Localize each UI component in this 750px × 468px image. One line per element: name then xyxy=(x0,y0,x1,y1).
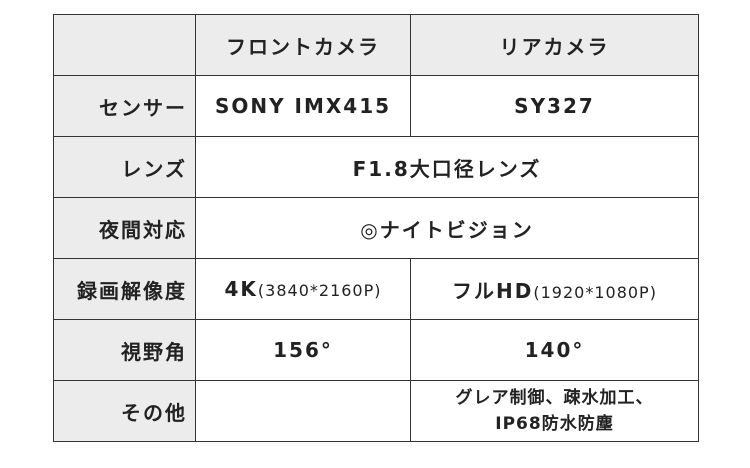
resolution-detail: (1920*1080P) xyxy=(533,282,657,302)
cell xyxy=(195,380,411,442)
cell-line: IP68防水防塵 xyxy=(495,414,614,434)
row: 視野角 156° 140° xyxy=(53,319,699,381)
row: レンズ F1.8大口径レンズ xyxy=(53,136,699,198)
header-cell: フロントカメラ xyxy=(195,14,411,76)
cell-line: グレア制御、疎水加工、 xyxy=(455,388,654,408)
row-label: センサー xyxy=(53,75,196,137)
row: その他 グレア制御、疎水加工、 IP68防水防塵 xyxy=(53,380,699,442)
cell: 4K(3840*2160P) xyxy=(195,258,411,320)
row-label: 録画解像度 xyxy=(53,258,196,320)
cell: ◎ナイトビジョン xyxy=(195,197,699,259)
cell: フルHD(1920*1080P) xyxy=(410,258,699,320)
header-cell: リアカメラ xyxy=(410,14,699,76)
cell: 140° xyxy=(410,319,699,381)
spec-table: フロントカメラ リアカメラ センサー SONY IMX415 SY327 レンズ… xyxy=(53,14,699,442)
corner-cell xyxy=(53,14,196,76)
row: センサー SONY IMX415 SY327 xyxy=(53,75,699,137)
row-label: 視野角 xyxy=(53,319,196,381)
cell: SONY IMX415 xyxy=(195,75,411,137)
resolution-detail: (3840*2160P) xyxy=(257,281,382,300)
row-label: その他 xyxy=(53,380,196,442)
row: 録画解像度 4K(3840*2160P) フルHD(1920*1080P) xyxy=(53,258,699,320)
row-label: 夜間対応 xyxy=(53,197,196,259)
header-row: フロントカメラ リアカメラ xyxy=(53,14,699,76)
cell: SY327 xyxy=(410,75,699,137)
cell: F1.8大口径レンズ xyxy=(195,136,699,198)
resolution: フルHD xyxy=(452,278,534,303)
row-label: レンズ xyxy=(53,136,196,198)
resolution: 4K xyxy=(224,277,258,301)
cell: グレア制御、疎水加工、 IP68防水防塵 xyxy=(410,380,699,442)
row: 夜間対応 ◎ナイトビジョン xyxy=(53,197,699,259)
cell: 156° xyxy=(195,319,411,381)
